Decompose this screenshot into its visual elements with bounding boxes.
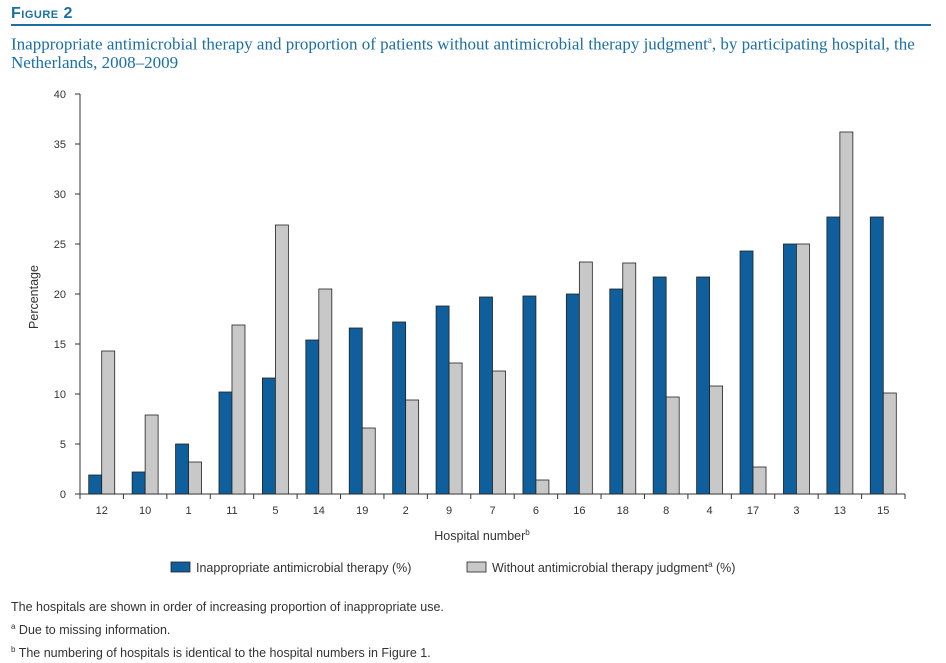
x-tick-label-hospital-7: 7	[489, 505, 495, 517]
note-missing-mark: a	[11, 622, 16, 631]
bar-inappropriate-hospital-8	[652, 276, 667, 495]
bar-inappropriate-hospital-15	[869, 216, 884, 495]
y-tick-label: 30	[54, 189, 66, 201]
x-tick-label-hospital-11: 11	[226, 505, 237, 517]
y-axis: 0 5 10 15 20 25 30 35 40	[54, 89, 81, 501]
bar-inappropriate-hospital-2	[392, 321, 407, 495]
bar-inappropriate-hospital-17	[739, 250, 754, 495]
x-axis-label: Hospital numberb	[434, 528, 530, 543]
bar-without-judgment-hospital-2	[405, 399, 420, 495]
legend: Inappropriate antimicrobial therapy (%) …	[170, 560, 735, 575]
x-tick-label-hospital-16: 16	[573, 505, 585, 517]
x-tick-label-hospital-19: 19	[356, 505, 368, 517]
legend-swatch-inappropriate	[170, 561, 191, 573]
y-tick-label: 10	[54, 389, 66, 401]
x-tick-label-hospital-15: 15	[877, 505, 889, 517]
note-missing-text: Due to missing information.	[15, 623, 171, 638]
x-tick-label-hospital-3: 3	[793, 505, 799, 517]
legend-label-footnote-mark: a	[708, 560, 713, 569]
y-tick-label: 35	[54, 139, 66, 151]
legend-label-without-judgment-text: Without antimicrobial therapy judgment	[492, 561, 709, 575]
bar-inappropriate-hospital-14	[305, 339, 320, 495]
bar-without-judgment-hospital-5	[274, 224, 289, 495]
bar-inappropriate-hospital-3	[783, 243, 797, 495]
figure-title-main: Inappropriate antimicrobial therapy and …	[11, 34, 708, 54]
x-tick-label-hospital-6: 6	[533, 505, 539, 517]
bar-without-judgment-hospital-10	[144, 414, 159, 495]
legend-label-without-judgment-tail: (%)	[713, 561, 736, 575]
y-tick-label: 5	[60, 439, 66, 451]
bar-without-judgment-hospital-18	[622, 262, 637, 495]
bar-without-judgment-hospital-12	[101, 350, 116, 495]
bar-without-judgment-hospital-1	[188, 461, 202, 495]
figure-notes: The hospitals are shown in order of incr…	[11, 597, 444, 663]
bar-inappropriate-hospital-9	[435, 305, 450, 495]
x-axis	[79, 493, 906, 499]
bar-without-judgment-hospital-4	[709, 385, 724, 495]
bar-inappropriate-hospital-11	[218, 391, 233, 495]
x-tick-label-hospital-13: 13	[834, 505, 846, 517]
bar-without-judgment-hospital-19	[361, 427, 376, 495]
bar-inappropriate-hospital-6	[522, 295, 537, 495]
bar-without-judgment-hospital-7	[492, 370, 506, 495]
bar-without-judgment-hospital-15	[882, 392, 897, 495]
note-missing: a Due to missing information.	[11, 617, 444, 640]
figure-divider	[11, 24, 931, 26]
bar-inappropriate-hospital-12	[88, 474, 103, 495]
bar-inappropriate-hospital-16	[565, 293, 580, 495]
x-tick-label-hospital-8: 8	[663, 505, 669, 517]
x-tick-label-hospital-10: 10	[139, 505, 151, 517]
bar-without-judgment-hospital-9	[448, 362, 463, 495]
x-tick-label-hospital-17: 17	[747, 505, 759, 517]
x-tick-label-hospital-1: 1	[185, 505, 191, 517]
y-tick-label: 25	[54, 239, 66, 251]
x-tick-label-hospital-2: 2	[403, 505, 409, 517]
bar-inappropriate-hospital-18	[609, 288, 624, 495]
bar-without-judgment-hospital-17	[752, 466, 767, 495]
legend-label-inappropriate: Inappropriate antimicrobial therapy (%)	[196, 561, 411, 575]
note-numbering: b The numbering of hospitals is identica…	[11, 640, 444, 663]
bar-inappropriate-hospital-13	[826, 216, 841, 495]
x-tick-label-hospital-5: 5	[272, 505, 278, 517]
bar-inappropriate-hospital-10	[131, 471, 146, 495]
y-axis-label: Percentage	[27, 265, 41, 329]
bar-inappropriate-hospital-7	[479, 296, 493, 495]
figure-title: Inappropriate antimicrobial therapy and …	[11, 31, 931, 72]
bar-without-judgment-hospital-3	[796, 243, 810, 495]
bars	[88, 131, 897, 495]
legend-label-without-judgment: Without antimicrobial therapy judgmenta …	[492, 560, 735, 575]
y-tick-label: 15	[54, 339, 66, 351]
bar-without-judgment-hospital-8	[665, 396, 680, 495]
x-tick-label-hospital-9: 9	[446, 505, 452, 517]
y-tick-label: 40	[54, 89, 66, 101]
note-numbering-text: The numbering of hospitals is identical …	[15, 646, 431, 661]
legend-swatch-without-judgment	[466, 561, 487, 573]
x-axis-label-text: Hospital number	[434, 529, 525, 543]
bar-without-judgment-hospital-16	[578, 261, 593, 495]
x-tick-label-hospital-14: 14	[313, 505, 325, 517]
x-tick-labels: 12 10 1 11 5 14 19 2 9 7 6 16 18 8 4 17 3 13 15	[96, 505, 890, 517]
bar-without-judgment-hospital-13	[839, 131, 854, 495]
note-order: The hospitals are shown in order of incr…	[11, 600, 444, 614]
bar-inappropriate-hospital-1	[175, 443, 189, 495]
bar-without-judgment-hospital-6	[535, 479, 550, 495]
bar-inappropriate-hospital-4	[696, 276, 711, 495]
x-tick-label-hospital-4: 4	[707, 505, 713, 517]
bar-inappropriate-hospital-19	[348, 327, 363, 495]
y-tick-label: 20	[54, 289, 66, 301]
figure-label: Figure 2	[11, 5, 73, 22]
figure-title-tail: , by participating hospital, the Netherl…	[11, 34, 915, 72]
bar-inappropriate-hospital-5	[261, 377, 276, 495]
x-tick-label-hospital-18: 18	[617, 505, 629, 517]
bar-without-judgment-hospital-11	[231, 324, 246, 495]
x-tick-label-hospital-12: 12	[96, 505, 108, 517]
y-tick-label: 0	[60, 489, 66, 501]
note-numbering-mark: b	[11, 645, 16, 655]
bar-without-judgment-hospital-14	[318, 288, 333, 495]
x-axis-label-footnote-mark: b	[525, 528, 530, 537]
figure-title-footnote-mark: a	[707, 35, 712, 45]
